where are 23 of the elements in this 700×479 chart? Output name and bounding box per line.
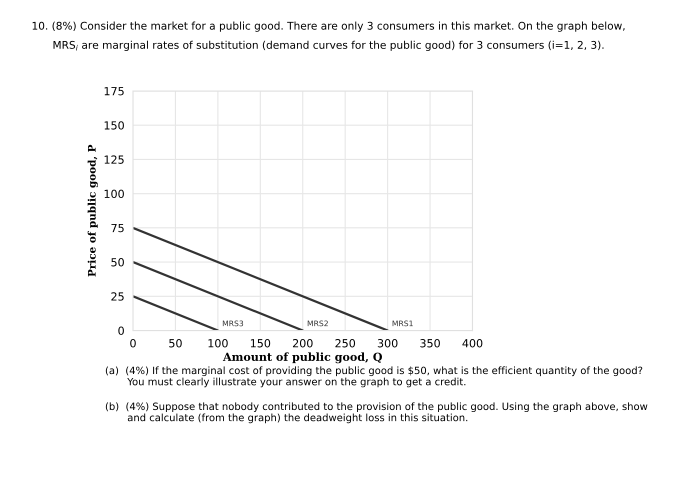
y-tick-label: 75 — [111, 224, 124, 232]
text: (b) (4%) Suppose that nobody contributed to the provision of the public good. Using the graph above, show and calculate (from the graph) the deadweight loss in this situation. — [106, 402, 648, 424]
chart-title: 10. (8%) Consider the market for a public good. There are only 3 consumers in this market. On the graph below, — [32, 22, 625, 32]
x-tick-label: 100 — [208, 339, 228, 348]
x-tick-label: 350 — [420, 339, 440, 348]
x-tick-label: 250 — [335, 339, 356, 348]
y-tick-label: 50 — [111, 258, 124, 266]
text: (a) (4%) If the marginal cost of providing the public good is $50, what is the efficient quantity of the good? You must clearly illustrate your answer on the graph to get a credit. — [106, 366, 642, 388]
y-tick-label: 0 — [118, 326, 124, 335]
x-axis-title: Amount of public good, Q — [222, 352, 382, 364]
y-tick-label: 100 — [104, 190, 124, 198]
y-tick-label: 125 — [104, 155, 124, 164]
y-tick-label: 150 — [104, 121, 124, 130]
x-tick-label: 50 — [169, 339, 182, 348]
x-tick-label: 150 — [250, 339, 270, 348]
y-tick-label: 175 — [104, 87, 124, 96]
y-axis-title: Price of public good, P — [88, 144, 98, 277]
y-tick-label: 25 — [111, 292, 124, 301]
x-tick-label: 300 — [378, 339, 398, 348]
x-tick-label: 400 — [462, 339, 482, 348]
x-tick-label: 0 — [130, 339, 136, 348]
x-tick-label: 200 — [292, 339, 313, 348]
chart-subtitle: MRS$_{i}$ are marginal rates of substitution (demand curves for the public good) for 3 consumers (i=1, 2, 3). — [54, 40, 604, 51]
